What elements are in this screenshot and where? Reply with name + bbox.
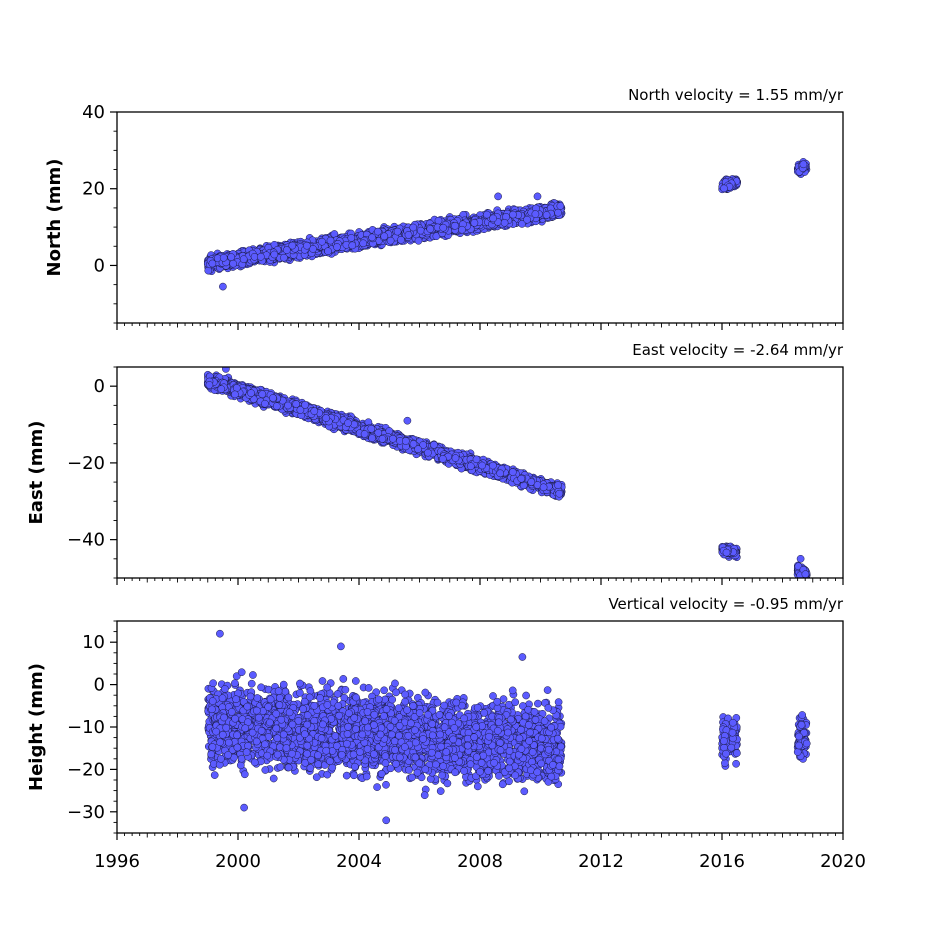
data-point [208, 259, 217, 268]
data-point [393, 227, 402, 236]
data-point [204, 266, 213, 275]
data-points [203, 158, 811, 291]
data-point [426, 225, 435, 233]
data-point [451, 221, 459, 230]
data-point [386, 236, 395, 245]
data-point [318, 237, 326, 246]
data-point [270, 250, 279, 259]
data-point [229, 259, 238, 268]
data-point [523, 215, 531, 224]
y-tick-label: 40 [82, 102, 105, 123]
data-point [483, 210, 491, 219]
data-point [347, 234, 356, 242]
data-point [489, 214, 497, 223]
data-point [324, 247, 332, 256]
data-point [288, 241, 297, 250]
y-tick-label: 0 [94, 255, 105, 276]
y-tick-label: 20 [82, 179, 105, 200]
data-point [542, 211, 551, 219]
data-point [720, 184, 728, 193]
data-point [531, 210, 540, 218]
data-point [414, 236, 423, 245]
data-point [282, 246, 291, 254]
data-point [533, 192, 542, 201]
y-axis-label: North (mm) [44, 159, 65, 277]
data-point [500, 218, 509, 227]
data-point [239, 255, 248, 264]
data-point [348, 241, 357, 250]
data-point [219, 253, 228, 262]
data-point [434, 216, 443, 225]
data-point [494, 192, 502, 201]
data-point [458, 225, 466, 234]
data-point [409, 223, 418, 232]
data-point [326, 236, 335, 245]
data-point [404, 231, 413, 239]
data-point [280, 253, 288, 262]
data-point [439, 223, 448, 232]
data-point [303, 241, 311, 250]
data-point [219, 282, 227, 291]
data-point [554, 208, 562, 217]
data-point [256, 252, 265, 261]
data-point [799, 160, 808, 169]
data-point [374, 227, 382, 236]
data-point [333, 243, 341, 251]
data-point [227, 253, 236, 261]
data-point [470, 219, 479, 227]
data-point [509, 210, 517, 219]
data-point [397, 236, 405, 244]
data-point [309, 245, 317, 253]
data-point [359, 239, 368, 248]
velocity-annotation: North velocity = 1.55 mm/yr [628, 86, 844, 104]
data-point [380, 232, 389, 241]
data-point [368, 233, 376, 242]
data-point [518, 220, 526, 228]
panel-1: 0 20 40 North (mm) North velocity = 1.55 mm/… [44, 86, 844, 330]
data-points [203, 367, 811, 578]
data-point [556, 202, 565, 210]
data-point [416, 226, 425, 235]
